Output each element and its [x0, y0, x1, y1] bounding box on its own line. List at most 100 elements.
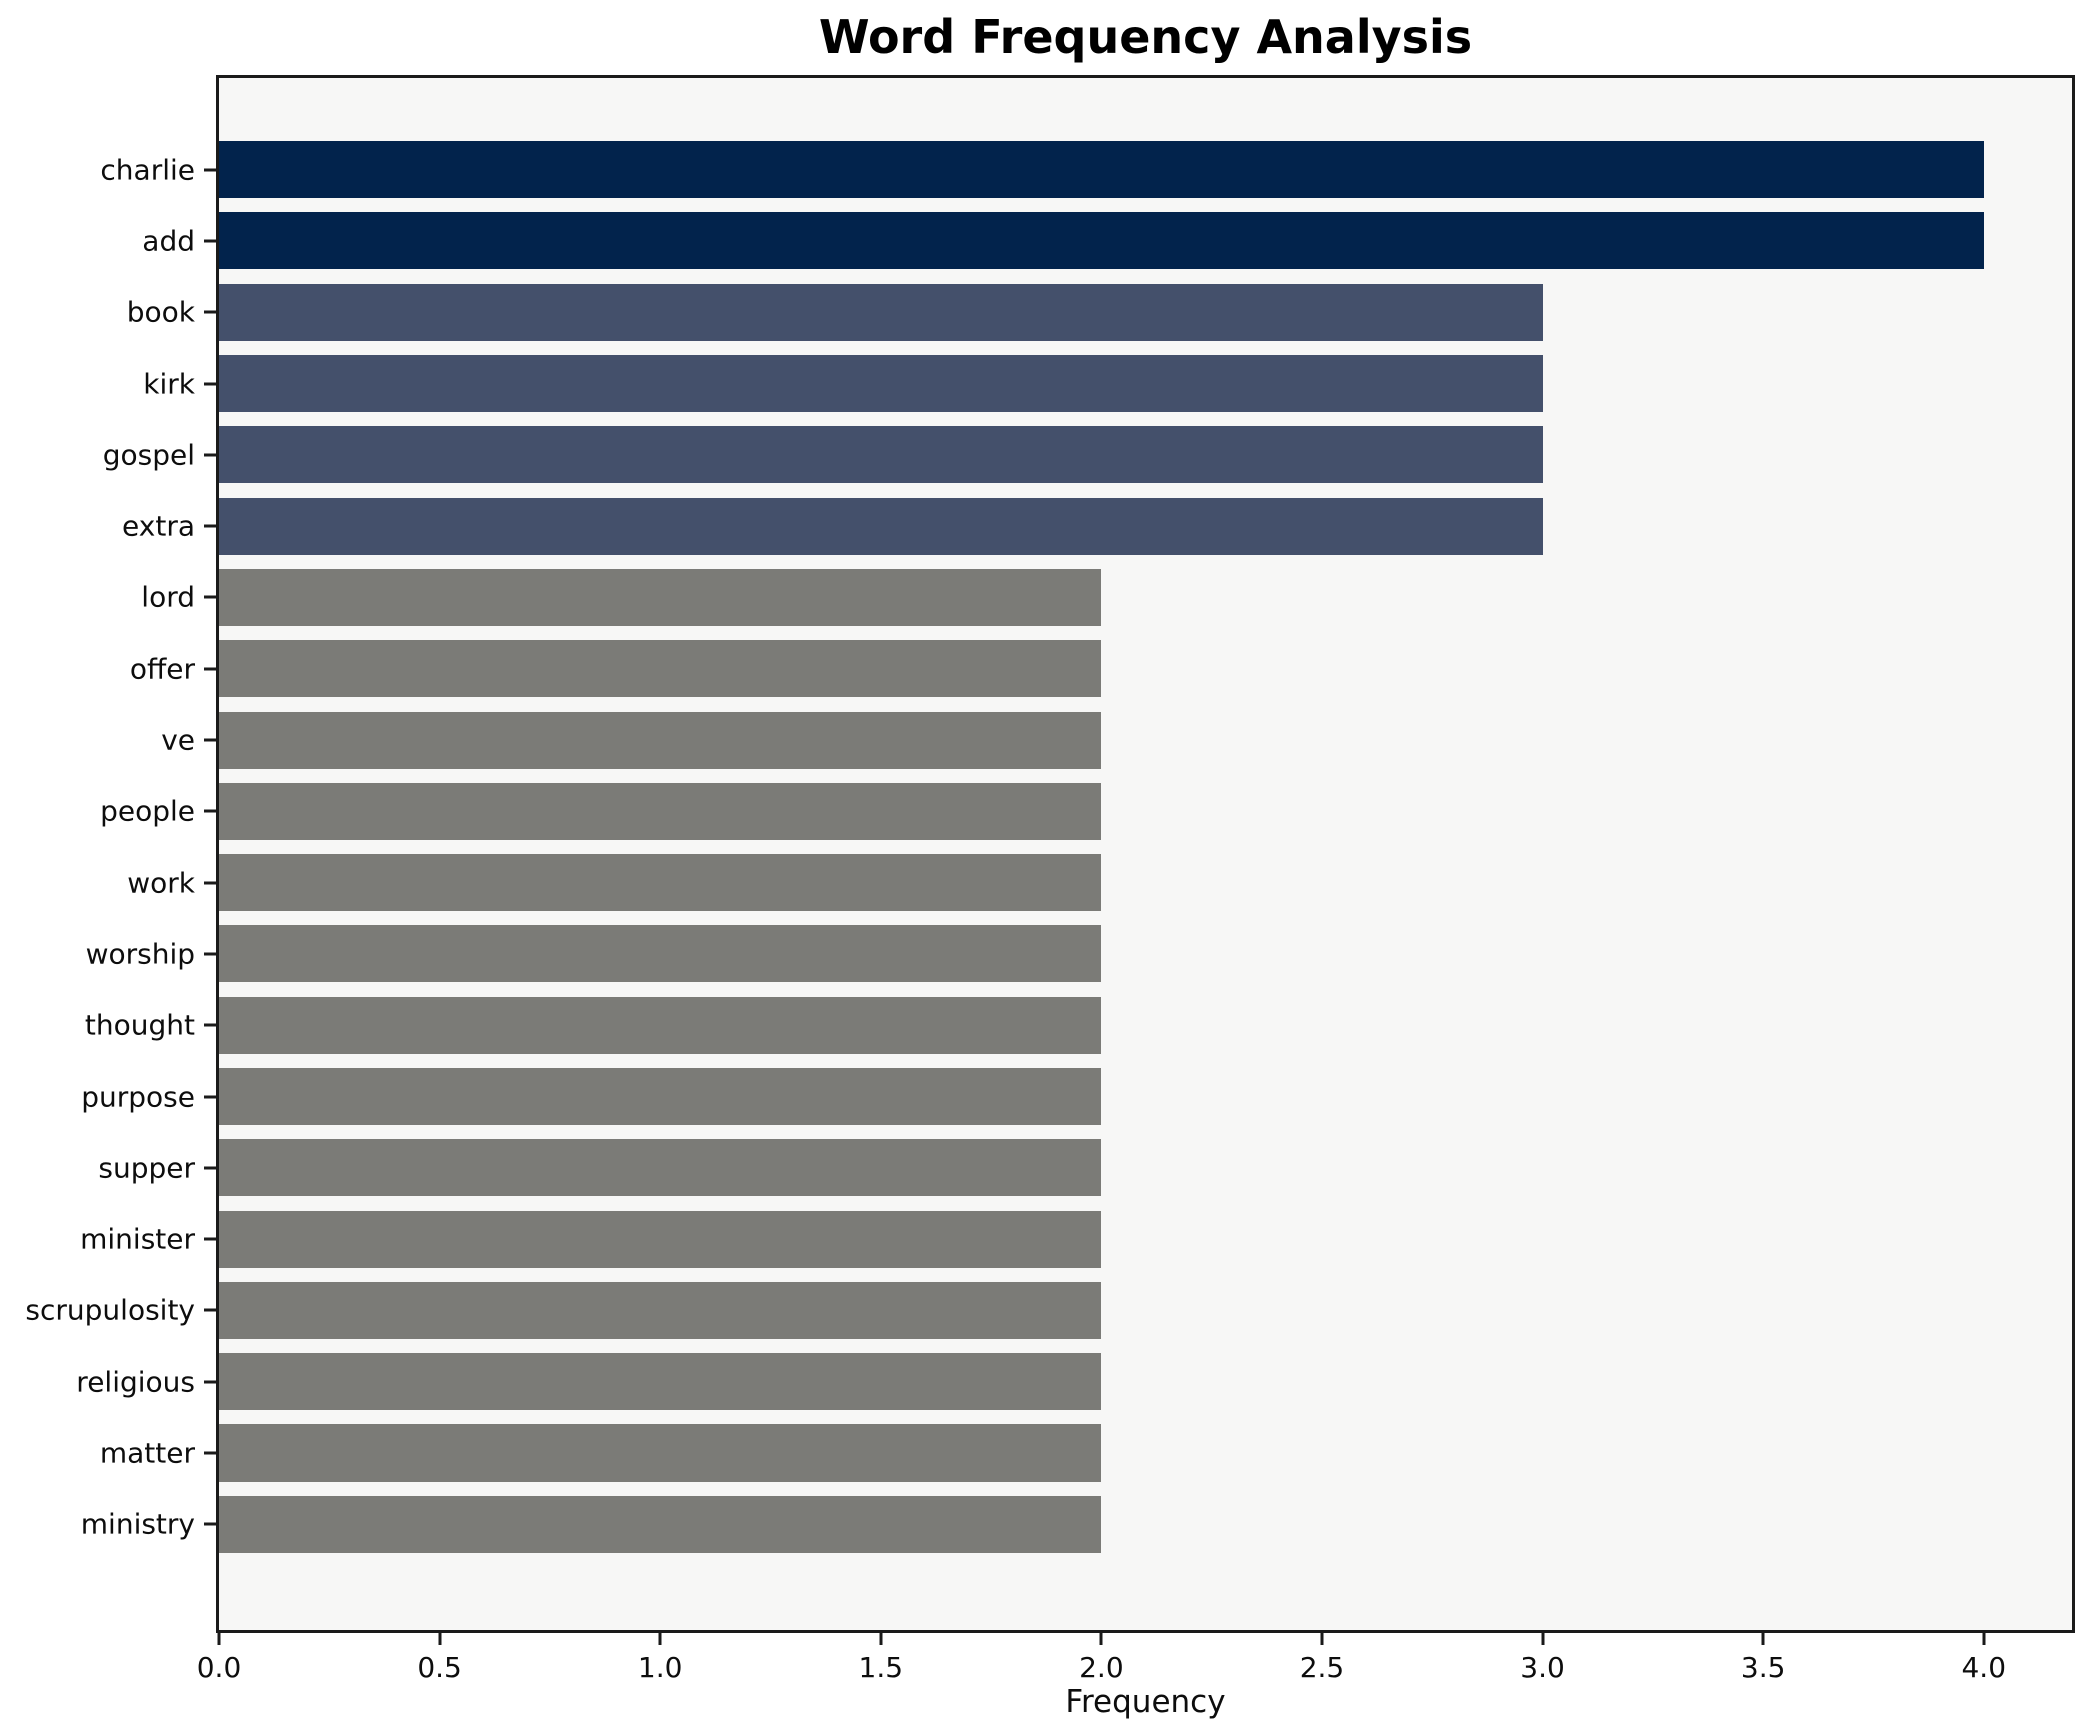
y-tick-mark	[204, 1237, 216, 1241]
bar-row-lord: lord	[141, 562, 2072, 633]
bar-row-religious: religious	[76, 1346, 2072, 1417]
y-tick-mark	[204, 952, 216, 956]
x-tick-mark	[1099, 1633, 1103, 1645]
x-axis: 0.0 0.5 1.0 1.5 2.0 2.5 3.0 3.5 4.0	[197, 1633, 2072, 1693]
bar-row-people: people	[100, 776, 2072, 847]
y-tick-mark	[204, 738, 216, 742]
y-tick-label: ve	[161, 723, 195, 757]
bar-row-purpose: purpose	[81, 1061, 2072, 1132]
bar-add	[219, 212, 1984, 270]
x-tick-mark	[1541, 1633, 1545, 1645]
bar-row-worship: worship	[86, 918, 2072, 989]
y-tick-label: scrupulosity	[25, 1293, 195, 1327]
y-tick-label: ministry	[80, 1507, 195, 1541]
y-tick-mark	[204, 595, 216, 599]
y-tick-label: offer	[129, 652, 195, 686]
bar-people	[219, 782, 1102, 840]
bar-lord	[219, 568, 1102, 626]
x-tick-label: 3.5	[1740, 1651, 1786, 1684]
bar-row-kirk: kirk	[143, 348, 2072, 419]
plot-area: charlie add book kirk gospel extra lord offer ve…	[25, 75, 2075, 1633]
x-tick-label: 4.0	[1961, 1651, 2007, 1684]
bar-book	[219, 283, 1543, 341]
bar-offer	[219, 640, 1102, 698]
y-tick-mark	[204, 1023, 216, 1027]
x-axis-label: Frequency	[1065, 1684, 1226, 1720]
y-tick-label: gospel	[102, 438, 195, 472]
x-tick-mark	[438, 1633, 442, 1645]
y-tick-label: add	[142, 224, 195, 258]
bar-minister	[219, 1210, 1102, 1268]
y-tick-label: purpose	[81, 1080, 195, 1113]
x-tick-mark	[217, 1633, 221, 1645]
bar-supper	[219, 1139, 1102, 1197]
y-tick-mark	[204, 1166, 216, 1170]
y-tick-mark	[204, 1522, 216, 1526]
bar-row-minister: minister	[80, 1203, 2072, 1274]
y-tick-mark	[204, 239, 216, 243]
bar-thought	[219, 996, 1102, 1054]
bar-matter	[219, 1424, 1102, 1482]
y-tick-label: matter	[99, 1436, 195, 1470]
x-tick-mark	[1982, 1633, 1986, 1645]
bar-row-supper: supper	[98, 1132, 2072, 1203]
y-tick-mark	[204, 1380, 216, 1384]
x-tick-label: 3.0	[1520, 1651, 1565, 1684]
bar-row-matter: matter	[100, 1417, 2072, 1488]
bar-purpose	[219, 1067, 1102, 1126]
x-tick-mark	[879, 1633, 883, 1645]
bar-row-ve: ve	[161, 704, 2072, 775]
chart-title: Word Frequency Analysis	[818, 10, 1473, 64]
y-tick-mark	[204, 453, 216, 457]
bar-row-ministry: ministry	[81, 1489, 2072, 1560]
bar-row-extra: extra	[122, 490, 2072, 561]
y-tick-mark	[204, 1451, 216, 1455]
y-tick-label: worship	[85, 937, 195, 971]
bar-gospel	[219, 426, 1543, 484]
y-tick-mark	[204, 1308, 216, 1312]
x-tick-label: 2.0	[1079, 1651, 1124, 1684]
x-tick-label: 0.5	[417, 1651, 462, 1684]
y-tick-mark	[204, 1095, 216, 1098]
y-tick-label: kirk	[143, 367, 195, 401]
bar-religious	[219, 1353, 1102, 1411]
x-tick-label: 0.0	[196, 1651, 242, 1684]
y-tick-mark	[204, 809, 216, 813]
y-tick-label: thought	[84, 1008, 195, 1042]
x-tick-label: 1.5	[858, 1651, 904, 1684]
y-tick-label: book	[126, 295, 195, 329]
y-tick-label: charlie	[100, 153, 195, 187]
bar-worship	[219, 925, 1102, 983]
y-tick-label: extra	[122, 509, 195, 543]
y-tick-mark	[204, 881, 216, 885]
y-tick-label: religious	[76, 1365, 195, 1399]
x-tick-label: 1.0	[637, 1651, 683, 1684]
x-tick-mark	[1761, 1633, 1765, 1645]
bar-charlie	[219, 141, 1984, 199]
x-tick-mark	[658, 1633, 662, 1645]
bar-row-thought: thought	[85, 990, 2072, 1061]
bar-row-offer: offer	[130, 633, 2072, 704]
bars-container: charlie add book kirk gospel extra lord offer ve…	[25, 78, 2072, 1630]
x-tick-mark	[1320, 1633, 1324, 1645]
bar-row-book: book	[127, 277, 2072, 348]
y-tick-label: work	[127, 866, 195, 900]
y-tick-mark	[204, 168, 216, 172]
y-tick-mark	[204, 667, 216, 671]
bar-row-work: work	[127, 847, 2072, 918]
bar-kirk	[219, 355, 1543, 413]
bar-row-add: add	[142, 205, 2072, 276]
bar-work	[219, 854, 1102, 912]
y-tick-mark	[204, 310, 216, 314]
bar-row-gospel: gospel	[103, 419, 2072, 490]
x-tick-label: 2.5	[1299, 1651, 1345, 1684]
y-tick-label: minister	[80, 1222, 195, 1256]
bar-scrupulosity	[219, 1281, 1102, 1339]
y-tick-label: people	[100, 794, 195, 828]
bar-row-scrupulosity: scrupulosity	[25, 1275, 2072, 1346]
y-tick-mark	[204, 382, 216, 386]
y-tick-label: supper	[98, 1151, 195, 1185]
y-tick-mark	[204, 524, 216, 528]
y-tick-label: lord	[141, 580, 195, 614]
